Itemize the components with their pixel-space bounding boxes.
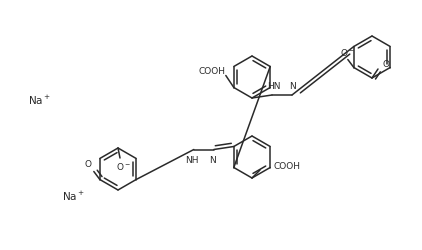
Text: O$^-$: O$^-$ <box>340 47 355 58</box>
Text: N: N <box>289 82 296 91</box>
Text: NH: NH <box>185 156 199 165</box>
Text: O: O <box>84 159 91 168</box>
Text: O$^-$: O$^-$ <box>116 161 132 172</box>
Text: HN: HN <box>267 82 281 91</box>
Text: Na$^+$: Na$^+$ <box>28 93 51 106</box>
Text: O: O <box>382 60 390 69</box>
Text: Na$^+$: Na$^+$ <box>62 189 85 202</box>
Text: COOH: COOH <box>274 162 301 171</box>
Text: N: N <box>209 156 216 165</box>
Text: COOH: COOH <box>198 67 225 76</box>
